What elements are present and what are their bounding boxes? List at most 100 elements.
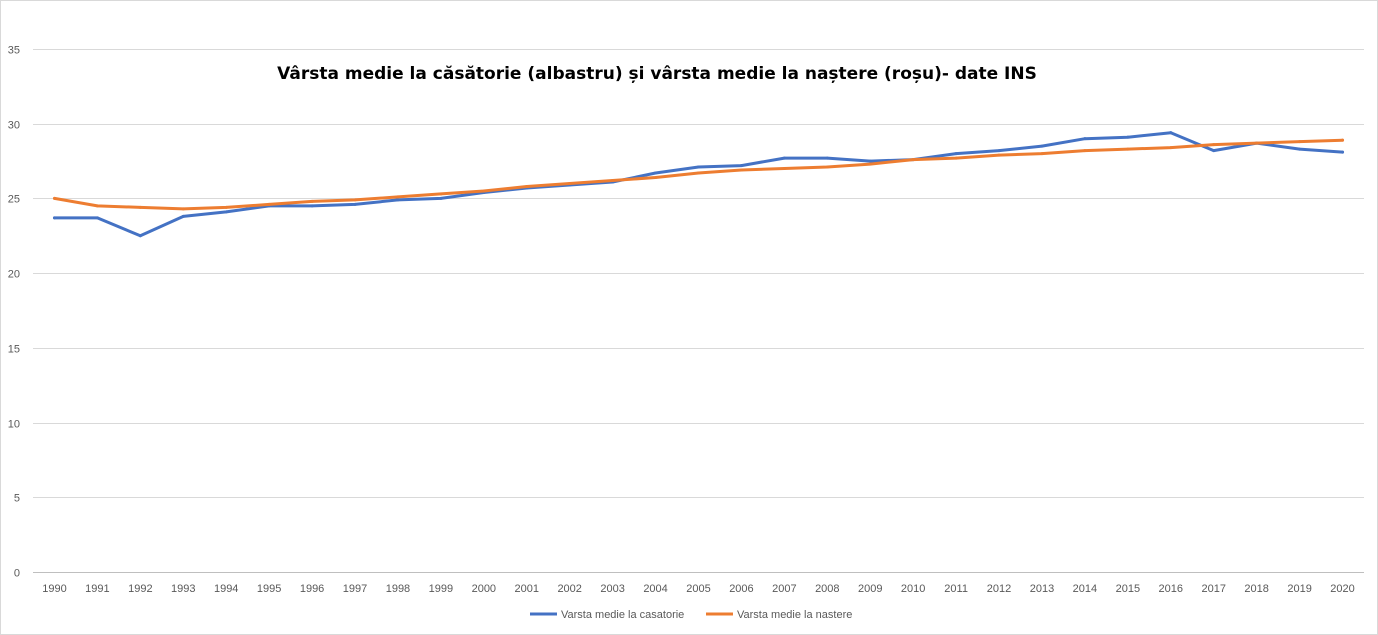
x-tick-label: 1994 bbox=[214, 583, 238, 595]
x-tick-label: 2006 bbox=[729, 583, 753, 595]
data-point bbox=[1341, 138, 1345, 142]
data-point bbox=[739, 164, 743, 168]
legend-label-1: Varsta medie la casatorie bbox=[561, 609, 684, 621]
x-tick-label: 2014 bbox=[1073, 583, 1097, 595]
data-point bbox=[1298, 147, 1302, 151]
data-point bbox=[439, 196, 443, 200]
x-tick-label: 2009 bbox=[858, 583, 882, 595]
legend-label-2: Varsta medie la nastere bbox=[737, 609, 852, 621]
data-point bbox=[568, 181, 572, 185]
data-point bbox=[181, 207, 185, 211]
y-tick-label: 10 bbox=[8, 419, 20, 431]
x-tick-label: 2020 bbox=[1330, 583, 1354, 595]
data-point bbox=[782, 156, 786, 160]
x-tick-label: 2012 bbox=[987, 583, 1011, 595]
x-tick-label: 2011 bbox=[944, 583, 968, 595]
data-point bbox=[482, 189, 486, 193]
data-point bbox=[310, 204, 314, 208]
y-tick-label: 35 bbox=[8, 45, 20, 57]
x-tick-label: 1992 bbox=[128, 583, 152, 595]
x-tick-label: 2002 bbox=[557, 583, 581, 595]
y-tick-label: 30 bbox=[8, 120, 20, 132]
x-tick-label: 2016 bbox=[1159, 583, 1183, 595]
data-point bbox=[1083, 149, 1087, 153]
data-point bbox=[611, 178, 615, 182]
y-tick-label: 20 bbox=[8, 269, 20, 281]
data-point bbox=[1341, 150, 1345, 154]
series-lines bbox=[52, 131, 1345, 238]
x-tick-label: 1999 bbox=[429, 583, 453, 595]
data-point bbox=[138, 205, 142, 209]
chart-title: Vârsta medie la căsătorie (albastru) și … bbox=[277, 64, 1037, 84]
x-tick-label: 2017 bbox=[1201, 583, 1225, 595]
x-tick-label: 2013 bbox=[1030, 583, 1054, 595]
data-point bbox=[697, 165, 700, 169]
data-point bbox=[439, 192, 443, 196]
data-point bbox=[1255, 141, 1259, 145]
data-point bbox=[954, 152, 958, 156]
y-tick-label: 15 bbox=[8, 344, 20, 356]
x-tick-label: 2015 bbox=[1116, 583, 1140, 595]
data-point bbox=[1040, 144, 1044, 148]
y-tick-label: 5 bbox=[14, 493, 20, 505]
data-point bbox=[224, 210, 228, 214]
x-tick-label: 2004 bbox=[643, 583, 667, 595]
data-point bbox=[1169, 146, 1173, 150]
data-point bbox=[654, 176, 658, 180]
data-point bbox=[697, 171, 700, 175]
data-point bbox=[181, 214, 185, 218]
data-point bbox=[396, 198, 400, 202]
x-tick-label: 2010 bbox=[901, 583, 925, 595]
data-point bbox=[997, 149, 1001, 153]
data-point bbox=[1169, 131, 1173, 135]
x-tick-label: 2000 bbox=[472, 583, 496, 595]
data-point bbox=[1298, 140, 1302, 144]
data-point bbox=[1126, 147, 1130, 151]
data-point bbox=[353, 198, 357, 202]
x-tick-label: 1997 bbox=[343, 583, 367, 595]
y-tick-label: 25 bbox=[8, 194, 20, 206]
data-point bbox=[267, 202, 271, 206]
data-point bbox=[997, 153, 1001, 157]
data-point bbox=[95, 204, 99, 208]
data-point bbox=[138, 234, 142, 238]
data-point bbox=[954, 156, 958, 160]
x-tick-label: 1998 bbox=[386, 583, 410, 595]
data-point bbox=[1126, 135, 1130, 139]
data-point bbox=[396, 195, 400, 199]
data-point bbox=[1083, 137, 1087, 141]
gridlines bbox=[33, 49, 1364, 573]
data-point bbox=[95, 216, 99, 220]
x-tick-label: 2019 bbox=[1287, 583, 1311, 595]
y-tick-label: 0 bbox=[14, 568, 20, 580]
x-tick-label: 2008 bbox=[815, 583, 839, 595]
data-point bbox=[1212, 143, 1216, 147]
x-tick-label: 2001 bbox=[515, 583, 539, 595]
x-tick-label: 2007 bbox=[772, 583, 796, 595]
data-point bbox=[868, 162, 872, 166]
data-point bbox=[310, 199, 314, 203]
data-point bbox=[353, 202, 357, 206]
data-point bbox=[52, 196, 56, 200]
data-point bbox=[1212, 149, 1216, 153]
data-point bbox=[739, 168, 743, 172]
x-tick-label: 1990 bbox=[42, 583, 66, 595]
y-axis-ticks: 0 5 10 15 20 25 30 35 bbox=[8, 45, 20, 580]
x-tick-label: 1993 bbox=[171, 583, 195, 595]
data-point bbox=[868, 159, 872, 163]
data-point bbox=[52, 216, 56, 220]
data-point bbox=[224, 205, 228, 209]
data-point bbox=[825, 156, 829, 160]
data-point bbox=[782, 167, 786, 171]
data-point bbox=[911, 158, 915, 162]
x-tick-label: 2003 bbox=[600, 583, 624, 595]
data-point bbox=[825, 165, 829, 169]
data-point bbox=[654, 171, 658, 175]
x-tick-label: 1991 bbox=[85, 583, 109, 595]
x-tick-label: 1996 bbox=[300, 583, 324, 595]
data-point bbox=[525, 184, 529, 188]
x-tick-label: 1995 bbox=[257, 583, 281, 595]
legend: Varsta medie la casatorie Varsta medie la… bbox=[530, 609, 852, 621]
x-axis-ticks: 1990 1991 1992 1993 1994 1995 1996 1997 1998 1999… bbox=[42, 583, 1355, 595]
